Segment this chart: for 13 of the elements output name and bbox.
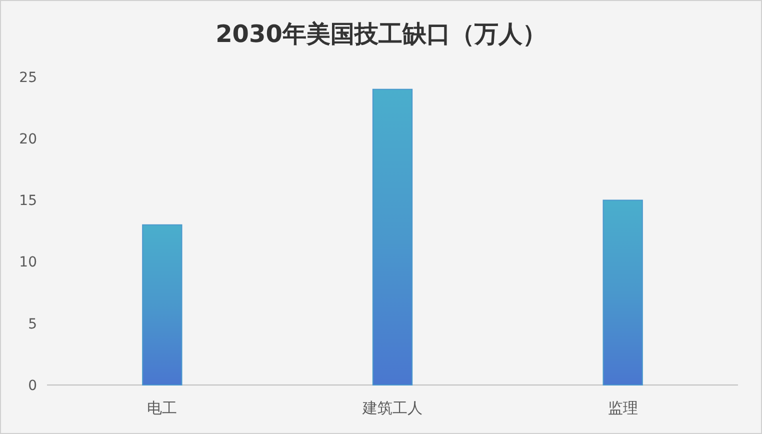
x-tick-label: 监理 <box>608 399 638 417</box>
y-tick-label: 5 <box>28 316 37 332</box>
y-tick-label: 20 <box>19 132 37 148</box>
bar <box>372 88 413 386</box>
bar <box>142 224 182 386</box>
chart-title: 2030年美国技工缺口（万人） <box>216 20 546 48</box>
y-tick-label: 15 <box>19 193 37 210</box>
x-tick-label: 电工 <box>147 399 178 417</box>
x-tick-label: 建筑工人 <box>362 399 422 417</box>
y-tick-label: 0 <box>28 378 37 394</box>
y-tick-label: 10 <box>19 254 37 271</box>
y-tick-label: 25 <box>19 70 37 86</box>
bar <box>602 200 643 386</box>
